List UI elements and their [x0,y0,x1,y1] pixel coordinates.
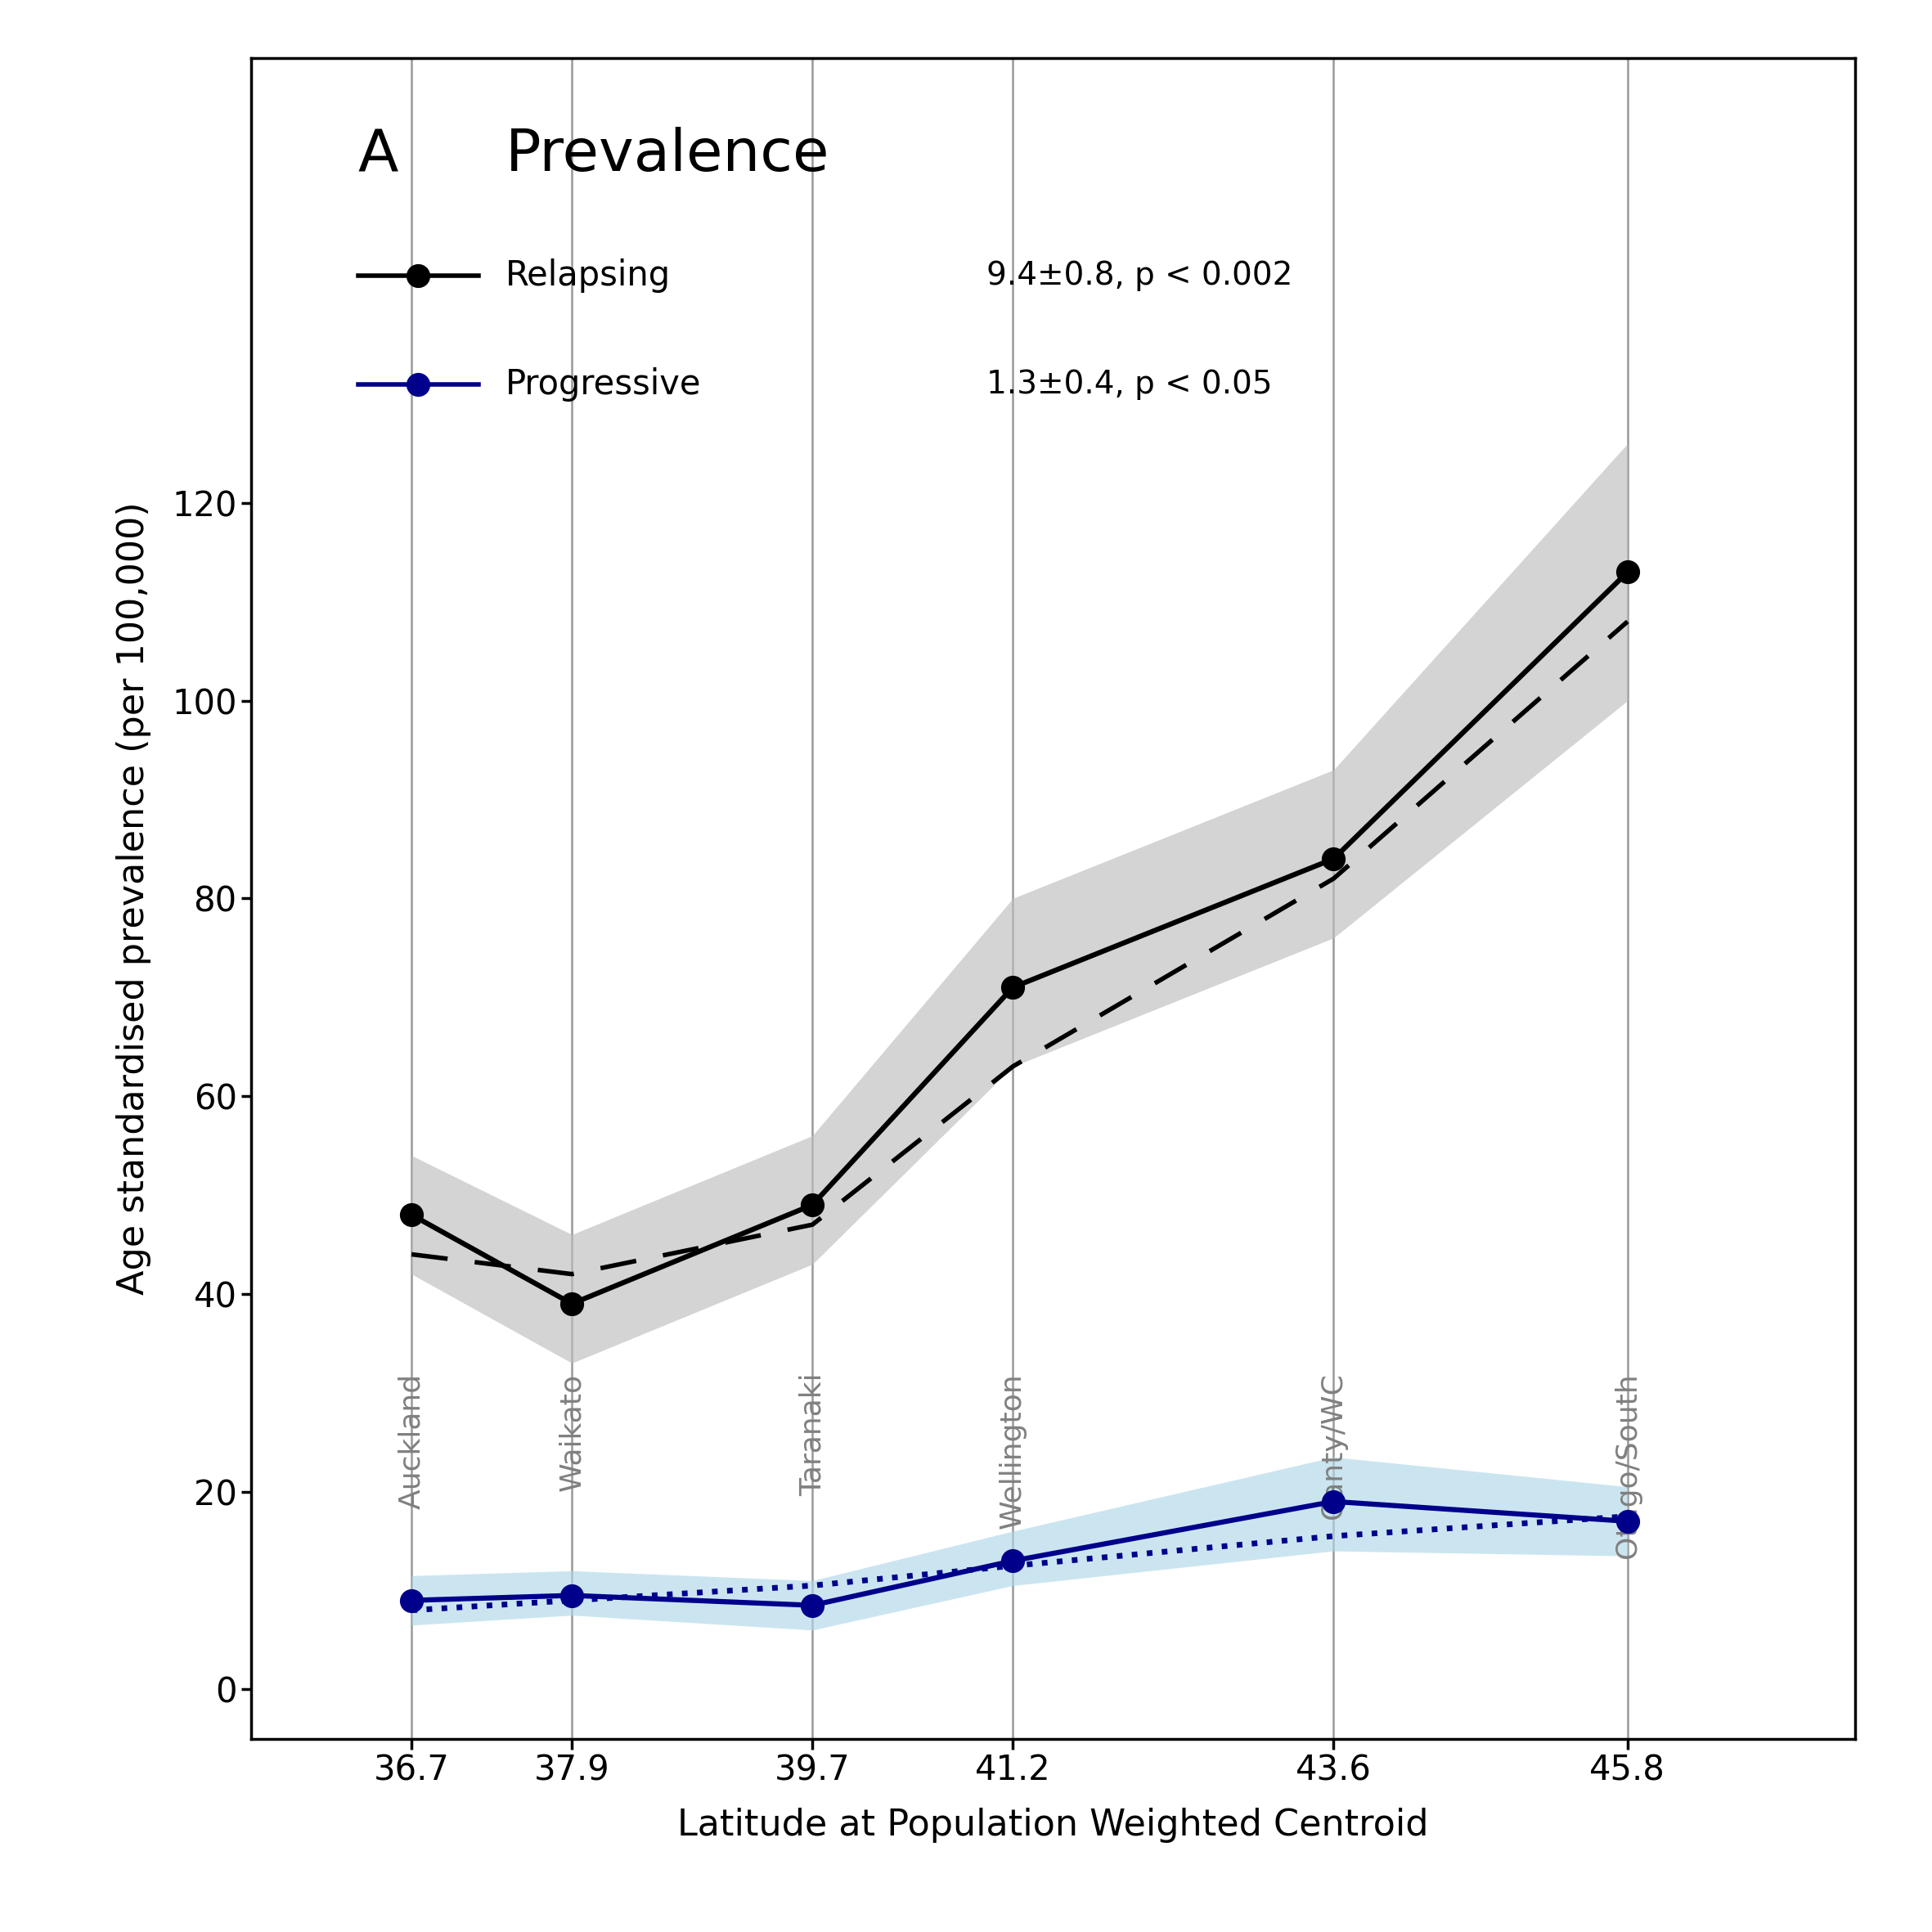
Text: Relapsing: Relapsing [504,259,670,292]
Text: Otago/South: Otago/South [1613,1374,1642,1559]
Text: 1.3±0.4, p < 0.05: 1.3±0.4, p < 0.05 [985,369,1271,400]
Text: Auckland: Auckland [398,1374,425,1509]
Text: Taranaki: Taranaki [798,1374,827,1495]
Text: Canty/WC: Canty/WC [1320,1374,1347,1519]
Text: 9.4±0.8, p < 0.002: 9.4±0.8, p < 0.002 [985,261,1293,292]
Text: Waikato: Waikato [558,1374,585,1492]
Text: Progressive: Progressive [504,367,701,402]
Text: Prevalence: Prevalence [504,128,829,184]
Text: Wellington: Wellington [999,1374,1026,1528]
X-axis label: Latitude at Population Weighted Centroid: Latitude at Population Weighted Centroid [678,1808,1428,1843]
Text: A: A [357,128,398,184]
Y-axis label: Age standardised prevalence (per 100,000): Age standardised prevalence (per 100,000… [116,502,151,1294]
